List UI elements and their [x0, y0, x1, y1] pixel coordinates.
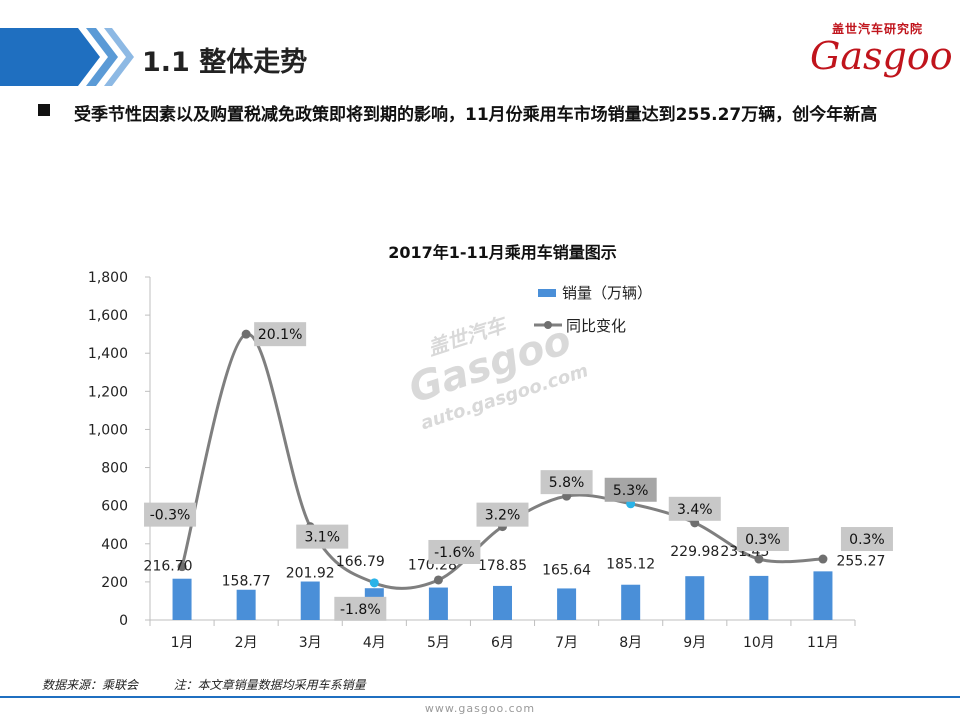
yoy-label-box [604, 477, 657, 502]
yoy-label-box [476, 502, 529, 527]
yoy-value-label: -1.8% [340, 602, 381, 618]
sales-value-label: 185.12 [606, 557, 655, 573]
data-note: 注：本文章销量数据均采用车系销量 [173, 678, 366, 692]
yoy-value-label: 3.2% [485, 508, 521, 524]
yoy-point [818, 554, 828, 564]
brand-english-name: Gasgoo [810, 34, 953, 78]
yoy-value-label: 3.4% [677, 502, 713, 518]
yoy-value-label: 20.1% [258, 327, 302, 343]
chart-title: 2017年1-11月乘用车销量图示 [388, 243, 617, 262]
sales-value-label: 216.70 [144, 559, 193, 575]
y-tick-label: 1,200 [88, 384, 128, 400]
y-tick-label: 1,600 [88, 308, 128, 324]
y-tick-label: 800 [101, 461, 128, 477]
y-tick-label: 200 [101, 575, 128, 591]
sales-value-label: 178.85 [478, 558, 527, 574]
legend-swatch-sales [538, 289, 556, 297]
footer-url: www.gasgoo.com [424, 702, 536, 715]
yoy-label-box [668, 496, 721, 521]
yoy-value-label: 0.3% [849, 532, 885, 548]
yoy-value-label: 3.1% [304, 530, 340, 546]
yoy-value-label: 5.8% [549, 475, 585, 491]
sales-bar [300, 581, 320, 620]
bullet-square-icon [38, 104, 50, 116]
yoy-value-label: -1.6% [434, 545, 475, 561]
yoy-label-box [736, 527, 789, 552]
footer-divider [0, 696, 960, 698]
gasgoo-logo: 盖世汽车研究院 Gasgoo [792, 20, 953, 82]
yoy-point [177, 562, 187, 572]
yoy-point [433, 575, 443, 585]
y-tick-label: 0 [119, 613, 128, 629]
x-tick-label: 10月 [743, 635, 775, 651]
sales-value-label: 229.98 [670, 544, 719, 560]
sales-bar [685, 576, 705, 620]
sales-value-label: 255.27 [836, 553, 885, 569]
y-tick-label: 1,000 [88, 422, 128, 438]
yoy-label-box [334, 596, 387, 621]
sales-bar [749, 575, 769, 620]
sales-bar [236, 589, 256, 620]
sales-value-label: 166.79 [336, 554, 385, 570]
yoy-point [754, 554, 764, 564]
x-tick-label: 9月 [683, 635, 706, 651]
sales-value-label: 201.92 [286, 566, 335, 582]
yoy-value-label: 5.3% [613, 483, 649, 499]
summary-text: 受季节性因素以及购置税减免政策即将到期的影响，11月份乘用车市场销量达到255.… [74, 105, 878, 125]
x-tick-label: 6月 [491, 635, 514, 651]
title-accent-bar [0, 28, 134, 86]
sales-bar [493, 585, 512, 620]
x-tick-label: 5月 [427, 635, 450, 651]
yoy-point [369, 578, 379, 588]
y-tick-label: 600 [101, 499, 128, 515]
yoy-value-label: 0.3% [745, 532, 781, 548]
sales-bar [428, 587, 448, 620]
x-tick-label: 1月 [171, 635, 194, 651]
sales-bar [813, 571, 833, 620]
yoy-label-box [254, 322, 307, 347]
yoy-label-box [540, 470, 593, 495]
x-tick-label: 4月 [363, 635, 386, 651]
legend-label-sales: 销量（万辆） [562, 284, 652, 302]
legend-label-yoy: 同比变化 [566, 317, 626, 335]
sales-bar [621, 584, 641, 620]
yoy-label-box [144, 502, 197, 527]
yoy-value-label: -0.3% [150, 508, 191, 524]
yoy-point [241, 329, 251, 339]
footer-note: 数据来源：乘联会 注：本文章销量数据均采用车系销量 [42, 676, 366, 693]
legend-marker-yoy [544, 321, 552, 329]
y-tick-label: 1,400 [88, 346, 128, 362]
x-tick-label: 7月 [555, 635, 578, 651]
data-source: 数据来源：乘联会 [42, 678, 139, 692]
yoy-label-box [428, 539, 481, 564]
x-tick-label: 2月 [235, 635, 258, 651]
sales-value-label: 158.77 [222, 574, 271, 590]
yoy-label-box [840, 527, 893, 552]
yoy-label-box [296, 524, 349, 549]
page-title: 1.1 整体走势 [142, 47, 308, 78]
sales-bar [557, 588, 577, 620]
x-tick-label: 3月 [299, 635, 322, 651]
x-tick-label: 8月 [619, 635, 642, 651]
brand-chinese-name: 盖世汽车研究院 [832, 22, 924, 36]
y-tick-label: 1,800 [88, 270, 128, 286]
sales-value-label: 165.64 [542, 562, 591, 578]
y-tick-label: 400 [101, 537, 128, 553]
sales-bar [172, 578, 192, 620]
x-tick-label: 11月 [807, 635, 839, 651]
